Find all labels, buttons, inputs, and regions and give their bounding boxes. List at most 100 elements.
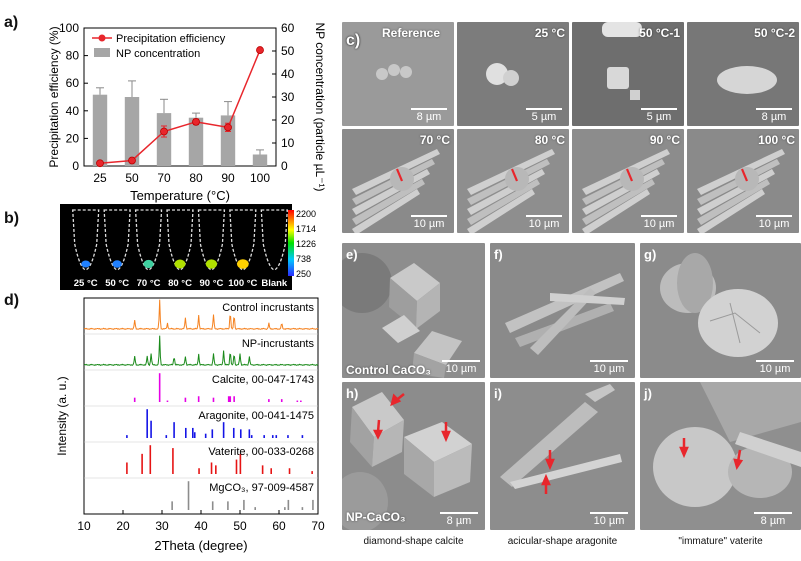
tile-label: 50 °C-2 [754, 26, 795, 40]
scale-bar: 10 µm [755, 360, 795, 375]
scale-bar: 10 µm [525, 215, 563, 230]
red-arrow [625, 168, 634, 182]
y-tick-label: 100 [59, 21, 79, 35]
cube-face [404, 422, 472, 462]
cube-face [372, 420, 404, 467]
y-axis-label-right: NP concentration (particle µL⁻¹) [313, 22, 327, 191]
np-concentration-bar [92, 94, 108, 166]
sem-tile-5: 80 °C 10 µm [457, 129, 569, 233]
panel-f-label: f) [494, 247, 503, 262]
sem-micrograph [486, 63, 519, 86]
efficiency-point [192, 117, 200, 126]
scale-bar-line [526, 215, 562, 217]
needle-crystal [530, 288, 596, 355]
scale-bar: 8 µm [755, 108, 793, 123]
y-axis-label-left: Precipitation efficiency (%) [47, 26, 61, 167]
sem-micrograph [467, 149, 555, 233]
sem-tile-4: 70 °C 10 µm [342, 129, 454, 233]
caption-i: acicular-shape aragonite [507, 536, 618, 547]
x-tick-label: 50 [125, 171, 139, 185]
tube-signal [205, 259, 218, 269]
x-tick-label: 100 [250, 171, 270, 185]
x-tick-label: 30 [155, 519, 169, 533]
scale-bar-line [641, 108, 677, 110]
tube-outline [103, 209, 131, 271]
tube-signal [174, 259, 186, 269]
x-tick-label: 70 [157, 171, 171, 185]
needle-crystal [505, 273, 624, 333]
np-concentration-bar [124, 97, 140, 166]
y2-tick-label: 40 [281, 67, 295, 81]
sem-tile-6: 90 °C 10 µm [572, 129, 684, 233]
particle [630, 90, 640, 100]
scale-bar-text: 10 µm [643, 218, 675, 230]
panel-i-label: i) [494, 386, 502, 401]
tube-outline [134, 209, 163, 271]
red-arrows [679, 438, 744, 470]
panel-h-label: h) [346, 386, 359, 401]
tube-outline [72, 209, 100, 271]
scale-bar-text: 5 µm [646, 111, 672, 123]
x-tick-label: 70 [311, 519, 325, 533]
y-axis-label: Intensity (a. u.) [55, 376, 69, 455]
x-tick-label: 80 [189, 171, 203, 185]
np-caco3-label: NP-CaCO₃ [346, 510, 406, 524]
x-tick-label: 10 [77, 519, 91, 533]
panel-d-chart: 10 20 30 40 50 60 70 2Theta (degree) Intensity (… [55, 297, 325, 553]
scale-bar: 5 µm [525, 108, 563, 123]
efficiency-point [256, 46, 264, 54]
tile-label: 100 °C [758, 133, 795, 147]
legend-bar-swatch [94, 48, 110, 57]
x-tick-label: 20 [116, 519, 130, 533]
tube-label: 80 °C [168, 278, 192, 289]
np-concentration-bar [188, 117, 204, 166]
y2-tick-label: 50 [281, 44, 295, 58]
tile-label: 90 °C [649, 133, 680, 147]
scale-bar-text: 8 µm [416, 111, 442, 123]
particle [400, 66, 412, 78]
colorbar [288, 210, 294, 276]
vaterite-disc [728, 446, 792, 498]
y2-tick-label: 60 [281, 21, 295, 35]
tube-label: 50 °C [105, 278, 129, 289]
tube-label: 90 °C [199, 278, 223, 289]
caption-j: "immature" vaterite [678, 536, 763, 547]
y-tick-label: 40 [66, 104, 80, 118]
efficiency-point [128, 156, 136, 165]
sem-micrograph [602, 22, 642, 100]
scale-bar-text: 10 µm [528, 218, 560, 230]
needle-crystal [550, 293, 625, 305]
colorbar-tick-label: 1226 [296, 239, 316, 249]
efficiency-point [96, 159, 104, 168]
tile-label: 25 °C [534, 26, 565, 40]
legend-line-marker [98, 34, 106, 42]
needle-cluster [700, 382, 801, 442]
cube-front [416, 283, 440, 329]
cube-face [434, 444, 472, 497]
colorbar-tick-label: 2200 [296, 209, 316, 219]
scale-bar: 8 µm [410, 108, 448, 123]
series-label: Vaterite, 00-033-0268 [208, 446, 314, 458]
tube-outline [197, 209, 226, 271]
cube-side [389, 278, 417, 329]
x-tick-label: 40 [194, 519, 208, 533]
series-label: MgCO₃, 97-009-4587 [209, 482, 314, 494]
legend-np: NP concentration [116, 48, 200, 60]
particle [376, 68, 388, 80]
sem-tile-1: 25 °C 5 µm [457, 22, 569, 126]
series-label: Control incrustants [222, 302, 314, 314]
tube-signal [112, 260, 122, 268]
scale-bar-line [411, 108, 447, 110]
tube-label: 100 °C [228, 278, 257, 289]
scale-bar: 10 µm [640, 215, 678, 230]
cube-face [404, 437, 434, 497]
scale-bar-line [641, 215, 677, 217]
tube-signal [237, 259, 249, 269]
particle [602, 22, 642, 37]
scale-bar-line [756, 108, 792, 110]
y2-tick-label: 0 [281, 159, 288, 173]
y-tick-label: 60 [66, 76, 80, 90]
x-tick-label: 25 [93, 171, 107, 185]
y2-tick-label: 20 [281, 113, 295, 127]
panel-g-label: g) [644, 247, 657, 262]
